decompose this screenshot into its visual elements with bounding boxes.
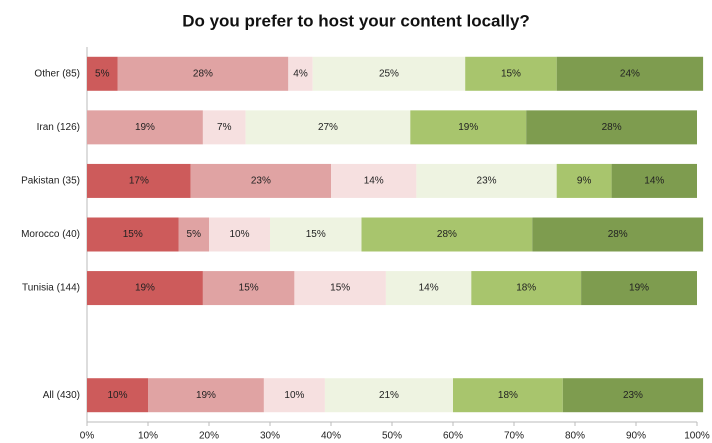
x-tick-label: 80% <box>565 431 585 442</box>
bar-segment <box>465 56 557 91</box>
bar-segment <box>202 110 246 145</box>
bar-segment <box>331 163 417 198</box>
bar-segment <box>581 271 697 306</box>
bar-segment <box>202 271 295 306</box>
bar-segment <box>87 271 203 306</box>
value-label: 18% <box>498 390 518 401</box>
x-tick-label: 0% <box>80 431 95 442</box>
value-label: 5% <box>187 229 202 240</box>
bar-segment <box>294 271 386 306</box>
value-label: 23% <box>623 390 643 401</box>
value-label: 15% <box>306 229 326 240</box>
bar-segment <box>87 56 118 91</box>
value-label: 15% <box>330 283 350 294</box>
value-label: 18% <box>516 283 536 294</box>
value-label: 28% <box>193 68 213 79</box>
bar-segment <box>178 217 209 252</box>
x-tick-label: 70% <box>504 431 524 442</box>
y-tick-label: Tunisia (144) <box>22 283 80 294</box>
value-label: 15% <box>123 229 143 240</box>
value-label: 9% <box>577 176 592 187</box>
value-label: 14% <box>419 283 439 294</box>
bar-segment <box>361 217 533 252</box>
bar-segment <box>263 378 325 413</box>
x-tick-label: 100% <box>684 431 710 442</box>
value-label: 19% <box>135 122 155 133</box>
bar-segment <box>190 163 331 198</box>
bar-segment <box>385 271 472 306</box>
bar-segment <box>556 163 612 198</box>
x-tick-label: 10% <box>138 431 158 442</box>
bar-segment <box>526 110 697 145</box>
bar-segment <box>87 110 203 145</box>
bar-segment <box>562 378 704 413</box>
y-tick-label: All (430) <box>43 390 80 401</box>
value-label: 19% <box>135 283 155 294</box>
y-tick-label: Morocco (40) <box>21 229 80 240</box>
bar-segment <box>453 378 563 413</box>
value-label: 4% <box>293 68 308 79</box>
value-label: 28% <box>602 122 622 133</box>
bar-segment <box>245 110 411 145</box>
value-label: 19% <box>196 390 216 401</box>
x-tick-label: 60% <box>443 431 463 442</box>
value-label: 7% <box>217 122 232 133</box>
value-label: 28% <box>608 229 628 240</box>
bar-segment <box>611 163 697 198</box>
bar-segment <box>416 163 557 198</box>
value-label: 21% <box>379 390 399 401</box>
x-tick-label: 40% <box>321 431 341 442</box>
value-label: 10% <box>229 229 249 240</box>
value-label: 14% <box>364 176 384 187</box>
x-tick-label: 20% <box>199 431 219 442</box>
bar-segment <box>87 217 179 252</box>
value-label: 15% <box>501 68 521 79</box>
bar-segment <box>288 56 313 91</box>
value-label: 10% <box>284 390 304 401</box>
value-label: 24% <box>620 68 640 79</box>
x-tick-label: 90% <box>626 431 646 442</box>
value-label: 5% <box>95 68 110 79</box>
bar-segment <box>209 217 270 252</box>
value-label: 27% <box>318 122 338 133</box>
value-label: 17% <box>129 176 149 187</box>
y-tick-label: Other (85) <box>34 68 80 79</box>
bar-segment <box>556 56 704 91</box>
value-label: 19% <box>458 122 478 133</box>
y-tick-label: Iran (126) <box>37 122 80 133</box>
bar-segment <box>532 217 704 252</box>
bar-segment <box>87 163 191 198</box>
value-label: 10% <box>107 390 127 401</box>
value-label: 19% <box>629 283 649 294</box>
bar-segment <box>117 56 289 91</box>
y-tick-label: Pakistan (35) <box>21 176 80 187</box>
value-label: 23% <box>251 176 271 187</box>
bar-segment <box>324 378 453 413</box>
value-label: 15% <box>239 283 259 294</box>
bar-segment <box>148 378 264 413</box>
x-tick-label: 50% <box>382 431 402 442</box>
bar-segment <box>87 378 148 413</box>
bar-segment <box>410 110 527 145</box>
value-label: 23% <box>477 176 497 187</box>
chart-title: Do you prefer to host your content local… <box>182 11 530 30</box>
bar-segment <box>312 56 466 91</box>
x-tick-label: 30% <box>260 431 280 442</box>
value-label: 25% <box>379 68 399 79</box>
bar-segment <box>270 217 362 252</box>
value-label: 28% <box>437 229 457 240</box>
value-label: 14% <box>644 176 664 187</box>
bar-segment <box>471 271 582 306</box>
